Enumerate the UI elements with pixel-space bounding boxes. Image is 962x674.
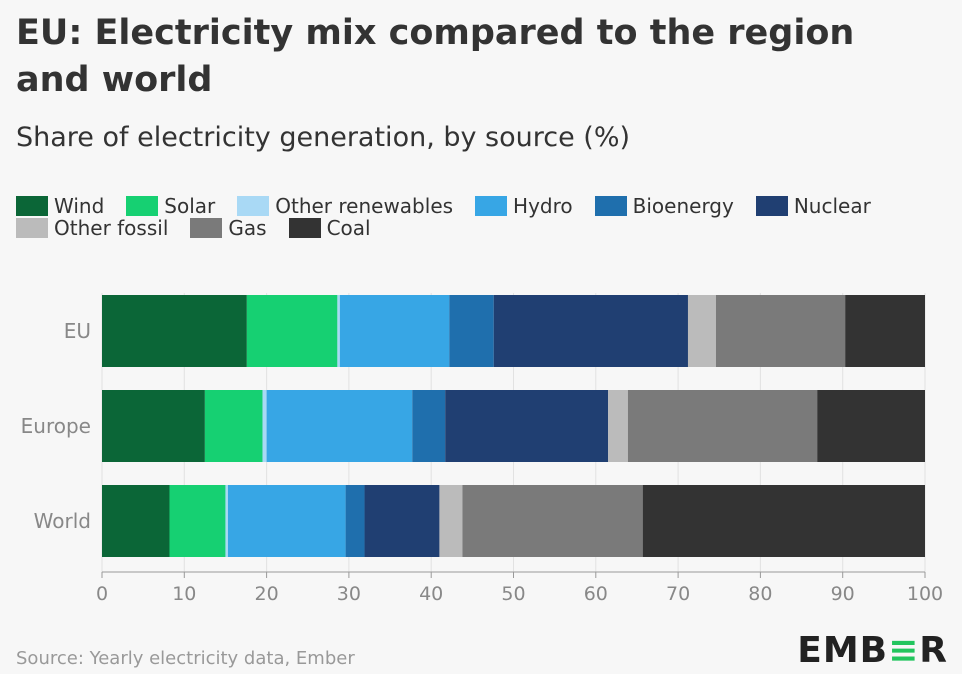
x-tick-label: 80 [748, 583, 772, 605]
x-tick-label: 20 [255, 583, 279, 605]
logo-accent-e: ≡ [888, 630, 920, 671]
legend-item-other-fossil: Other fossil [16, 216, 169, 240]
legend-item-bioenergy: Bioenergy [594, 194, 734, 218]
bar-europe-solar [204, 390, 263, 462]
legend-item-gas: Gas [190, 216, 267, 240]
x-tick-label: 90 [831, 583, 855, 605]
bar-eu-other-renewables [337, 295, 340, 367]
legend-item-other-renewables: Other renewables [237, 194, 454, 218]
chart-subtitle: Share of electricity generation, by sour… [16, 122, 631, 153]
x-tick-label: 40 [419, 583, 443, 605]
legend-item-coal: Coal [288, 216, 371, 240]
bar-eu-bioenergy [449, 295, 494, 367]
bar-europe-bioenergy [412, 390, 446, 462]
legend-label: Gas [228, 216, 267, 240]
legend-item-nuclear: Nuclear [755, 194, 871, 218]
bar-eu-hydro [339, 295, 450, 367]
legend-swatch [594, 196, 627, 216]
bar-eu-wind [102, 295, 247, 367]
legend-item-solar: Solar [126, 194, 216, 218]
bar-eu-coal [845, 295, 925, 367]
category-label: World [34, 509, 91, 533]
legend-label: Other fossil [54, 216, 169, 240]
legend-item-hydro: Hydro [475, 194, 573, 218]
source-note: Source: Yearly electricity data, Ember [16, 648, 355, 669]
bar-europe-other-renewables [262, 390, 267, 462]
category-label: Europe [21, 414, 91, 438]
x-tick-label: 70 [666, 583, 690, 605]
bar-europe-gas [627, 390, 818, 462]
bar-world-other-fossil [439, 485, 463, 557]
bar-world-hydro [227, 485, 346, 557]
bar-eu-solar [246, 295, 338, 367]
chart-legend: Wind Solar Other renewables Hydro Bioenergy N… [16, 194, 946, 240]
legend-label: Coal [326, 216, 371, 240]
ember-logo: EMB≡R [797, 630, 948, 671]
legend-swatch [16, 218, 48, 238]
bar-world-bioenergy [345, 485, 365, 557]
legend-label: Wind [54, 194, 105, 218]
stacked-bar-chart: EU Europe World 0 10 20 30 40 50 60 70 80 90 100 [21, 293, 943, 605]
bar-world-gas [462, 485, 643, 557]
legend-swatch [190, 218, 223, 238]
bar-europe-wind [102, 390, 205, 462]
x-tick-label: 100 [907, 583, 943, 605]
category-label: EU [64, 319, 91, 343]
x-tick-label: 60 [584, 583, 608, 605]
bar-europe-other-fossil [608, 390, 628, 462]
logo-text-start: EMB [797, 630, 889, 671]
legend-label: Nuclear [793, 194, 871, 218]
bar-eu-other-fossil [687, 295, 716, 367]
legend-swatch [288, 218, 321, 238]
bar-world-solar [169, 485, 226, 557]
legend-label: Hydro [513, 194, 573, 218]
x-tick-label: 10 [172, 583, 196, 605]
legend-swatch [475, 196, 508, 216]
bar-europe-nuclear [445, 390, 609, 462]
bar-world-nuclear [364, 485, 440, 557]
legend-label: Other renewables [275, 194, 454, 218]
legend-swatch [755, 196, 788, 216]
bar-eu-gas [715, 295, 846, 367]
x-tick-label: 0 [96, 583, 108, 605]
x-tick-label: 30 [337, 583, 361, 605]
legend-swatch [16, 196, 48, 216]
bar-world-other-renewables [225, 485, 228, 557]
legend-swatch [237, 196, 270, 216]
logo-text-end: R [919, 630, 948, 671]
chart-title: EU: Electricity mix compared to the regi… [16, 13, 855, 100]
x-tick-label: 50 [501, 583, 525, 605]
bar-eu-nuclear [493, 295, 688, 367]
legend-item-wind: Wind [16, 194, 105, 218]
legend-label: Solar [164, 194, 216, 218]
bar-europe-coal [817, 390, 925, 462]
legend-label: Bioenergy [632, 194, 734, 218]
bar-world-wind [102, 485, 170, 557]
bar-europe-hydro [266, 390, 413, 462]
legend-swatch [126, 196, 159, 216]
bar-world-coal [642, 485, 925, 557]
